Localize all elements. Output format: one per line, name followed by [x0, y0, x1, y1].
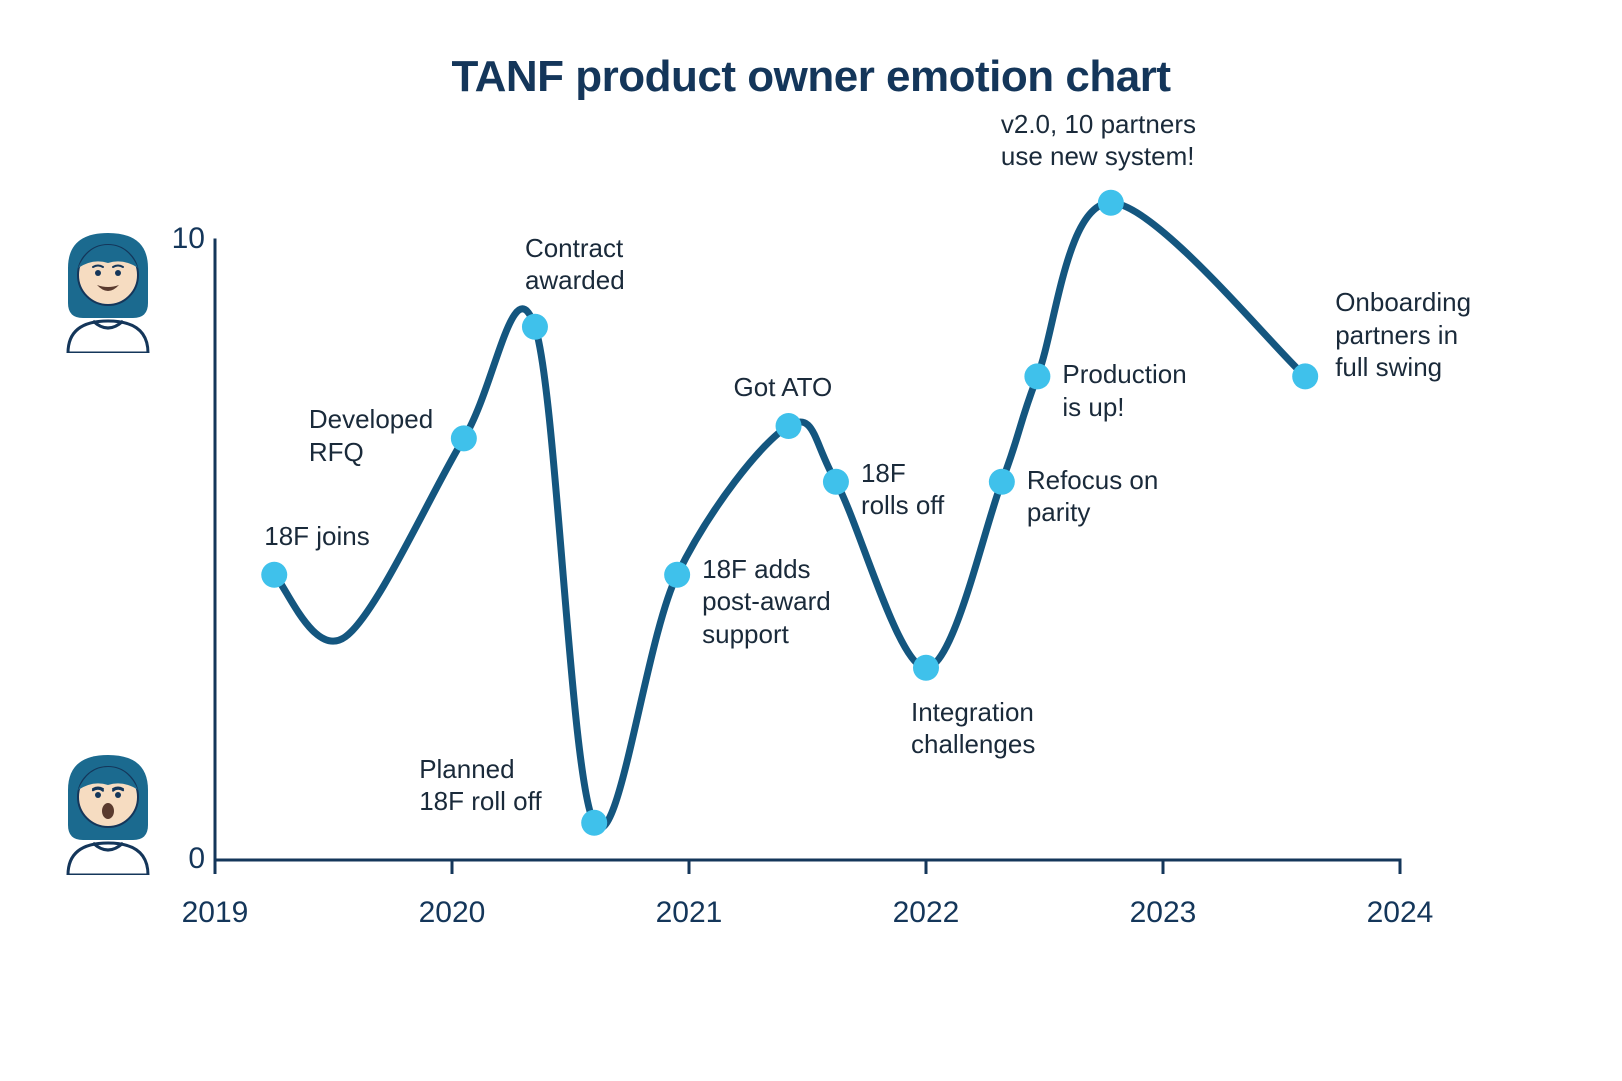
annotation-10: v2.0, 10 partners use new system! [1001, 108, 1196, 173]
annotation-4: 18F adds post-award support [702, 553, 831, 651]
chart-title: TANF product owner emotion chart [0, 52, 1622, 102]
xtick-label-2: 2021 [649, 894, 729, 932]
xtick-label-1: 2020 [412, 894, 492, 932]
annotation-2: Contract awarded [525, 232, 625, 297]
xtick-label-4: 2023 [1123, 894, 1203, 932]
xtick-label-5: 2024 [1360, 894, 1440, 932]
annotation-5: Got ATO [734, 371, 833, 404]
annotation-1: Developed RFQ [309, 403, 433, 468]
annotation-6: 18F rolls off [861, 457, 944, 522]
chart-svg [215, 240, 1400, 860]
chart-area [215, 240, 1400, 860]
annotation-7: Integration challenges [911, 696, 1035, 761]
xtick-label-3: 2022 [886, 894, 966, 932]
sad-face-icon [53, 745, 163, 875]
annotation-9: Production is up! [1062, 358, 1186, 423]
annotation-8: Refocus on parity [1027, 464, 1159, 529]
annotation-11: Onboarding partners in full swing [1335, 286, 1471, 384]
page-root: TANF product owner emotion chart 10 0 20… [0, 0, 1622, 1081]
happy-face-icon [53, 223, 163, 353]
annotation-0: 18F joins [264, 520, 370, 553]
xtick-label-0: 2019 [175, 894, 255, 932]
annotation-3: Planned 18F roll off [419, 753, 541, 818]
